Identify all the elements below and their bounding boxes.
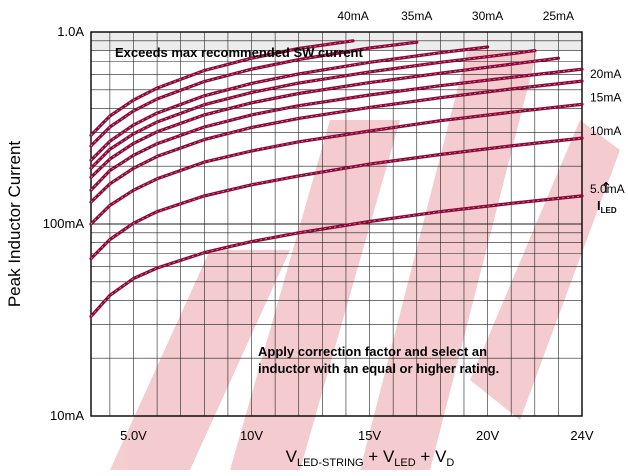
x-axis-title-part-3: + V	[416, 447, 447, 466]
y-tick-label: 10mA	[50, 408, 84, 423]
x-axis-title-part-2: + V	[364, 447, 395, 466]
series-label: 40mA	[337, 9, 368, 23]
series-label: 15mA	[590, 90, 621, 104]
x-axis-title-part-1: V	[286, 447, 298, 466]
series-line-highlight	[90, 137, 583, 259]
series-line-highlight	[90, 104, 583, 225]
series-line-highlight	[90, 195, 583, 317]
series-label: 30mA	[472, 9, 503, 23]
x-axis-title: VLED-STRING + VLED + VD	[286, 447, 455, 469]
x-axis-title-sub-2: LED	[394, 457, 415, 469]
x-tick-label: 10V	[240, 428, 263, 443]
series-line-highlight	[90, 40, 354, 136]
series-line-highlight	[90, 68, 583, 191]
y-tick-label: 100mA	[43, 216, 85, 231]
series-label: 35mA	[401, 9, 432, 23]
shaded-region	[91, 32, 582, 51]
tick-label-group: 5.0V 10V 15V 20V 24V 1.0A 100mA 10mA	[43, 24, 594, 443]
series-line-highlight	[90, 57, 559, 178]
y-tick-label: 1.0A	[57, 24, 84, 39]
annotation-correction-line2: inductor with an equal or higher rating.	[258, 361, 499, 376]
iled-label: ILED	[597, 198, 617, 215]
iled-arrow-icon: ↑	[600, 179, 613, 197]
y-axis-title: Peak Inductor Current	[5, 141, 24, 308]
x-tick-label: 5.0V	[120, 428, 147, 443]
series-label: 10mA	[590, 124, 621, 138]
series-label: 20mA	[590, 67, 621, 81]
iled-symbol: I	[597, 198, 601, 213]
series-line-highlight	[90, 41, 417, 147]
series-line-highlight	[90, 50, 535, 169]
annotation-correction-line1: Apply correction factor and select an	[258, 344, 487, 359]
series-label-group: 5.0mA 10mA 15mA 20mA 25mA 30mA 35mA 40mA	[337, 9, 624, 196]
grid	[91, 32, 582, 416]
series-label: 25mA	[543, 9, 574, 23]
watermark	[110, 40, 620, 470]
x-axis-title-sub-1: LED-STRING	[297, 457, 364, 469]
iled-sub: LED	[601, 206, 617, 215]
series-group	[89, 39, 584, 318]
series-line-highlight	[90, 46, 488, 161]
x-tick-label: 15V	[358, 428, 381, 443]
x-tick-label: 20V	[476, 428, 499, 443]
annotation-exceeds: Exceeds max recommended SW current	[115, 45, 363, 60]
x-axis-title-sub-3: D	[446, 457, 454, 469]
x-tick-label: 24V	[570, 428, 593, 443]
series-line-highlight	[90, 80, 583, 203]
series-label: 5.0mA	[590, 182, 625, 196]
